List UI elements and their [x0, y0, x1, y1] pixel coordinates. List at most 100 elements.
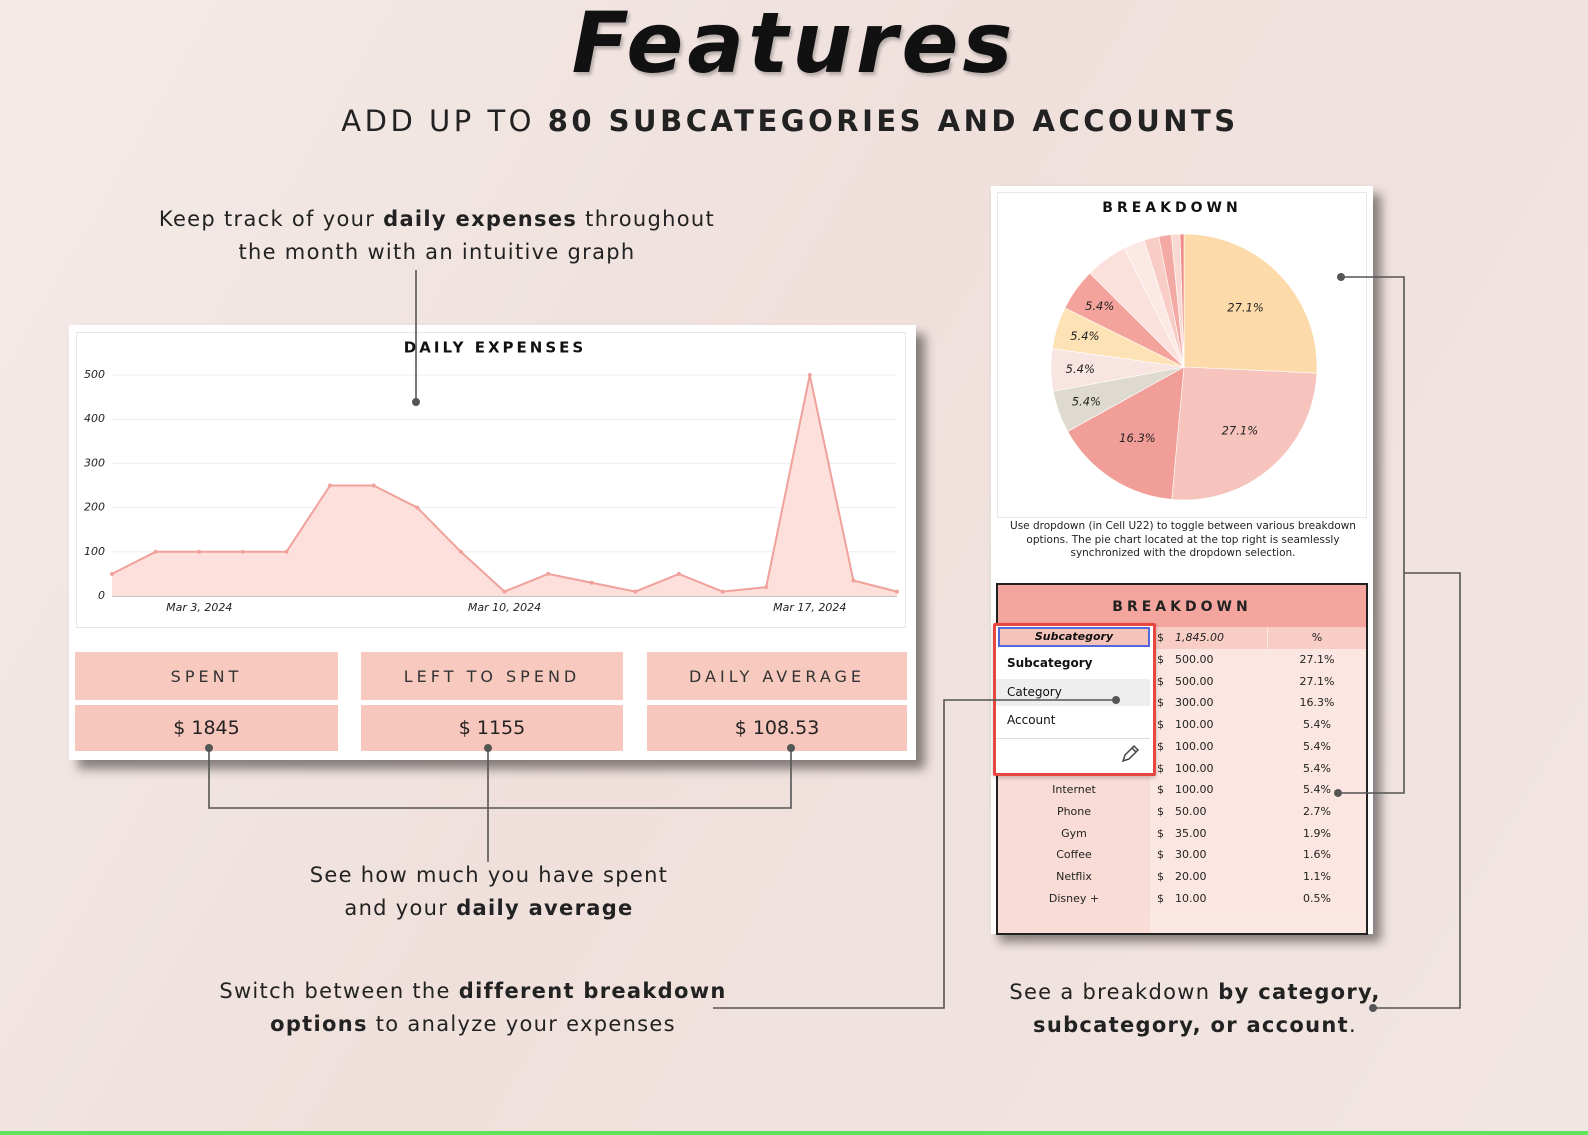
text: and your — [344, 896, 457, 920]
currency-cell: $ — [1157, 870, 1164, 883]
stat-label: SPENT — [75, 652, 338, 700]
slice-label: 16.3% — [1119, 431, 1156, 445]
amount-bg — [1151, 692, 1267, 715]
stat-label: LEFT TO SPEND — [361, 652, 623, 700]
amount-bg — [1151, 670, 1267, 693]
name-cell: Coffee — [998, 844, 1150, 866]
stat-label: DAILY AVERAGE — [647, 652, 907, 700]
pct-cell: 1.1% — [1303, 870, 1331, 883]
pct-bg — [1268, 887, 1366, 910]
pct-cell: 1.9% — [1303, 826, 1331, 840]
callout: See how much you have spent and your dail… — [109, 859, 869, 925]
currency-cell: $ — [1157, 653, 1164, 666]
point — [807, 373, 812, 377]
callout-line: options to analyze your expenses — [93, 1008, 853, 1041]
pct-cell: 5.4% — [1303, 718, 1331, 732]
pct-cell: 2.7% — [1303, 804, 1331, 818]
x-tick-label: Mar 3, 2024 — [166, 601, 232, 614]
point — [240, 549, 245, 554]
table-blank — [998, 909, 1150, 934]
y-tick-label: 300 — [84, 456, 105, 469]
pct-bg — [1268, 649, 1366, 671]
amount-cell: 30.00 — [1175, 848, 1207, 862]
point — [589, 580, 594, 585]
pct-bg — [1268, 822, 1366, 845]
amount-cell: 300.00 — [1175, 696, 1214, 710]
x-tick-label: Mar 17, 2024 — [773, 601, 846, 614]
amount-bg — [1151, 649, 1267, 671]
connector-line — [208, 748, 792, 809]
connector-dot — [1337, 273, 1345, 281]
pct-bg — [1268, 627, 1366, 649]
currency-cell: $ — [1157, 804, 1164, 818]
connector-dot — [484, 744, 492, 752]
x-tick-label: Mar 10, 2024 — [468, 601, 541, 614]
callout-line: and your daily average — [109, 892, 869, 925]
connector-dot — [1334, 789, 1342, 797]
y-tick-label: 500 — [84, 368, 105, 381]
name-cell: Disney + — [998, 887, 1150, 910]
text: Switch between the — [219, 979, 459, 1003]
dropdown-divider — [996, 738, 1150, 739]
slice-label: 5.4% — [1072, 395, 1101, 409]
pct-cell: % — [1311, 631, 1323, 644]
bold-text: 80 SUBCATEGORIES AND ACCOUNTS — [547, 104, 1239, 138]
bold-text: options — [270, 1012, 368, 1036]
amount-cell: 10.00 — [1175, 891, 1207, 905]
stat-value: $ 1155 — [361, 705, 623, 751]
pie-slice — [1171, 366, 1318, 501]
text: . — [1349, 1013, 1357, 1037]
pct-bg — [1268, 844, 1366, 866]
text: to analyze your expenses — [367, 1012, 676, 1036]
edit-icon — [1121, 744, 1140, 763]
currency-cell: $ — [1157, 891, 1164, 905]
amount-bg — [1151, 866, 1267, 888]
amount-bg — [1151, 844, 1267, 866]
pct-bg — [1268, 779, 1366, 801]
amount-bg — [1151, 779, 1267, 801]
pie-slice — [1179, 233, 1185, 368]
amount-cell: 20.00 — [1175, 870, 1207, 883]
bold-text: daily average — [456, 896, 634, 920]
point — [415, 505, 420, 510]
callout-line: subcategory, or account. — [815, 1009, 1575, 1042]
slice-label: 5.4% — [1070, 329, 1099, 343]
connector-line — [1373, 572, 1461, 1009]
bold-text: different breakdown — [458, 979, 727, 1003]
callout-line: See how much you have spent — [109, 859, 869, 892]
dropdown-option[interactable]: Account — [1007, 713, 1056, 727]
pct-cell: 5.4% — [1303, 783, 1331, 797]
dropdown-option[interactable]: Category — [996, 678, 1150, 706]
pct-cell: 5.4% — [1303, 761, 1331, 775]
pct-bg — [1268, 866, 1366, 888]
pct-bg — [1268, 692, 1366, 715]
point — [720, 589, 725, 594]
connector-dot — [787, 744, 795, 752]
currency-cell: $ — [1157, 826, 1164, 840]
pct-bg — [1268, 735, 1366, 758]
callout-line: Keep track of your daily expenses throug… — [57, 203, 817, 236]
dropdown-input: Subcategory — [998, 627, 1150, 647]
amount-cell: 100.00 — [1175, 761, 1214, 775]
amount-bg — [1151, 757, 1267, 780]
callout-line: See a breakdown by category, — [815, 976, 1575, 1009]
text: throughout — [577, 207, 716, 231]
point — [153, 549, 158, 554]
pct-cell: 0.5% — [1303, 891, 1331, 905]
amount-cell: 1,845.00 — [1175, 631, 1224, 644]
connector-dot — [412, 398, 420, 406]
dropdown-option[interactable]: Subcategory — [1007, 656, 1093, 670]
amount-bg — [1151, 627, 1267, 649]
point — [851, 578, 856, 583]
point — [284, 549, 289, 554]
amount-cell: 35.00 — [1175, 826, 1207, 840]
amount-cell: 100.00 — [1175, 739, 1214, 753]
slice-label: 5.4% — [1066, 362, 1095, 376]
text: Keep track of your — [158, 207, 384, 231]
chart-frame — [76, 332, 906, 628]
name-cell: Gym — [998, 822, 1150, 845]
callout: Switch between the different breakdown op… — [93, 975, 853, 1041]
currency-cell: $ — [1157, 761, 1164, 775]
